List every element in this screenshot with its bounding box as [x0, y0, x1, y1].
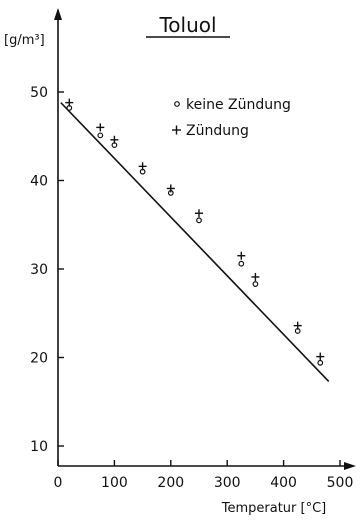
fit-line-group — [60, 102, 330, 382]
data-point-no-ignition — [97, 132, 104, 139]
y-axis-arrow — [54, 8, 62, 20]
y-tick-label: 10 — [30, 439, 48, 455]
data-point-ignition — [96, 123, 105, 132]
x-tick-label: 0 — [54, 475, 63, 491]
x-axis-arrow — [344, 462, 356, 470]
legend-circle-marker — [174, 101, 180, 107]
axis-ticks: 0 100 200 300 400 500 10 20 30 40 50 — [30, 85, 353, 491]
x-tick-label: 300 — [214, 475, 241, 491]
x-axis-label: Temperatur [°C] — [221, 501, 327, 516]
legend-plus-marker — [172, 125, 181, 135]
data-point-ignition — [166, 184, 175, 193]
data-point-ignition — [65, 98, 74, 107]
chart-title: Toluol — [158, 13, 216, 37]
x-tick-label: 500 — [327, 475, 354, 491]
data-point-ignition — [293, 321, 302, 330]
regression-line — [60, 102, 330, 382]
y-tick-label: 20 — [30, 351, 48, 367]
data-point-ignition — [195, 209, 203, 218]
data-point-no-ignition — [317, 359, 324, 366]
data-point-ignition — [138, 162, 147, 171]
data-points — [65, 98, 325, 366]
x-tick-label: 400 — [270, 475, 297, 491]
data-point-ignition — [251, 272, 260, 281]
data-point-no-ignition — [196, 217, 202, 224]
x-tick-label: 200 — [157, 475, 184, 491]
x-tick-label: 100 — [101, 475, 128, 491]
y-axis-label: [g/m³] — [4, 33, 45, 48]
legend-label-no-ignition: keine Zündung — [186, 97, 291, 113]
data-point-ignition — [237, 251, 246, 260]
data-point-ignition — [316, 352, 325, 361]
y-tick-label: 40 — [30, 174, 48, 190]
data-point-no-ignition — [238, 260, 245, 267]
legend-label-ignition: Zündung — [186, 123, 249, 139]
data-point-ignition — [110, 135, 119, 144]
data-point-no-ignition — [252, 281, 259, 287]
y-tick-label: 50 — [30, 85, 48, 101]
y-tick-label: 30 — [30, 262, 48, 278]
